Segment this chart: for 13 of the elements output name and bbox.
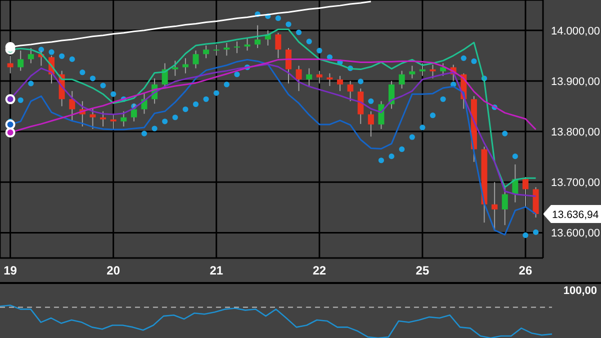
y-tick-label: 13.800,00 bbox=[551, 126, 600, 138]
x-tick-label: 21 bbox=[210, 264, 224, 278]
x-tick-label: 19 bbox=[4, 264, 18, 278]
y-tick-label: 13.600,00 bbox=[551, 228, 600, 240]
text: 100,00 bbox=[563, 285, 597, 297]
x-tick-label: 25 bbox=[416, 264, 430, 278]
y-tick-label: 13.700,00 bbox=[551, 177, 600, 190]
x-tick-label: 22 bbox=[312, 264, 326, 278]
y-tick-label: 14.000,00 bbox=[551, 25, 600, 38]
text: 13.636,94 bbox=[552, 208, 599, 221]
x-tick-label: 20 bbox=[106, 264, 120, 278]
y-tick-label: 13.900,00 bbox=[551, 76, 600, 88]
x-tick-label: 26 bbox=[518, 264, 532, 278]
